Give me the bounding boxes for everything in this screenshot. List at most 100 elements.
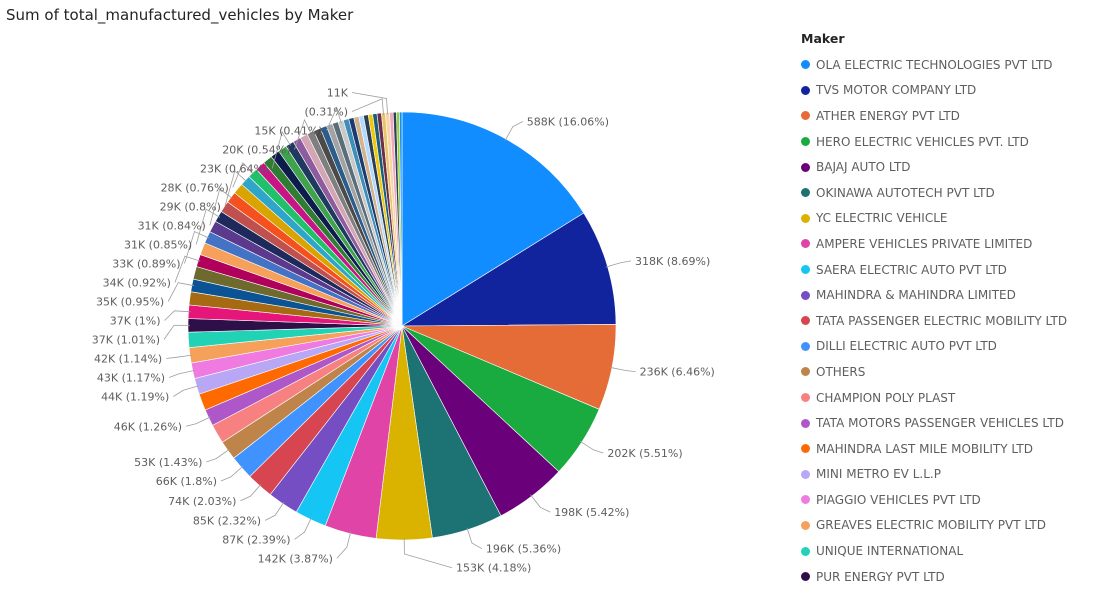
legend-title: Maker (801, 31, 845, 46)
label-leader-line (504, 121, 523, 141)
label-leader-line (224, 170, 247, 207)
label-leader-line (173, 385, 199, 397)
pie-slice[interactable] (399, 111, 403, 327)
pie-data-label: 28K (0.76%) (161, 182, 229, 195)
legend-label: SAERA ELECTRIC AUTO PVT LTD (816, 262, 1007, 277)
legend-item[interactable]: DILLI ELECTRIC AUTO PVT LTD (801, 334, 1101, 360)
legend-label: ATHER ENERGY PVT LTD (816, 108, 960, 123)
legend-item[interactable]: TVS MOTOR COMPANY LTD (801, 78, 1101, 104)
pie-data-label: 15K (0.41%) (254, 125, 322, 138)
legend-item[interactable]: GREAVES ELECTRIC MOBILITY PVT LTD (801, 513, 1101, 539)
label-leader-line (163, 324, 191, 340)
legend-color-dot (801, 469, 810, 479)
label-leader-line (609, 366, 636, 372)
legend-color-dot (801, 290, 810, 300)
legend-color-dot (801, 60, 810, 70)
legend-color-dot (801, 316, 810, 326)
pie-data-label: 35K (0.95%) (96, 296, 164, 309)
legend-item[interactable]: MAHINDRA & MAHINDRA LIMITED (801, 282, 1101, 308)
label-leader-line (351, 98, 384, 115)
legend-item[interactable]: UNIQUE INTERNATIONAL (801, 538, 1101, 564)
legend-item[interactable]: HERO ELECTRIC VEHICLES PVT. LTD (801, 129, 1101, 155)
pie-data-labels: 588K (16.06%) 318K (8.69%) 236K (6.46%) 202… (92, 87, 715, 575)
legend-label: OKINAWA AUTOTECH PVT LTD (816, 185, 995, 200)
legend-color-dot (801, 239, 810, 249)
chart-title: Sum of total_manufactured_vehicles by Ma… (6, 6, 354, 24)
label-leader-line (271, 131, 291, 169)
legend-item[interactable]: AMPERE VEHICLES PRIVATE LIMITED (801, 231, 1101, 257)
legend-color-dot (801, 85, 810, 95)
pie-data-label: 87K (2.39%) (222, 533, 290, 546)
legend-label: OLA ELECTRIC TECHNOLOGIES PVT LTD (816, 57, 1053, 72)
pie-data-label: 31K (0.85%) (124, 239, 192, 252)
legend-color-dot (801, 572, 810, 582)
label-leader-line (605, 260, 632, 268)
pie-data-label: 153K (4.18%) (456, 562, 531, 575)
label-leader-line (264, 501, 285, 521)
legend-label: OTHERS (816, 364, 866, 379)
label-leader-line (195, 208, 221, 245)
label-leader-line (168, 370, 195, 378)
legend-item[interactable]: PUR ENERGY PVT LTD (801, 564, 1101, 590)
pie-chart: 588K (16.06%) 318K (8.69%) 236K (6.46%) 202… (92, 87, 715, 575)
label-leader-line (232, 162, 255, 188)
pie-data-label: 11K (327, 87, 349, 100)
pie-data-label: 20K (0.54%) (222, 144, 290, 157)
pie-data-label: 202K (5.51%) (607, 447, 682, 460)
label-leader-line (530, 494, 551, 513)
legend-item[interactable]: ATHER ENERGY PVT LTD (801, 103, 1101, 129)
legend-item[interactable]: OLA ELECTRIC TECHNOLOGIES PVT LTD (801, 52, 1101, 78)
legend-item[interactable]: MINI METRO EV L.L.P (801, 462, 1101, 488)
label-leader-line (185, 416, 211, 427)
legend-color-dot (801, 418, 810, 428)
legend-color-dot (801, 162, 810, 172)
legend-label: MAHINDRA & MAHINDRA LIMITED (816, 288, 1016, 303)
legend-color-dot (801, 111, 810, 121)
legend-label: DILLI ELECTRIC AUTO PVT LTD (816, 339, 997, 354)
pie-data-label: 23K (0.64%) (200, 163, 268, 176)
label-leader-line (166, 354, 193, 359)
pie-data-label: 37K (1.01%) (92, 334, 160, 347)
label-leader-line (294, 517, 312, 540)
legend-color-dot (801, 495, 810, 505)
pie-label-leaders (163, 92, 636, 569)
legend-item[interactable]: BAJAJ AUTO LTD (801, 154, 1101, 180)
legend-item[interactable]: CHAMPION POLY PLAST (801, 385, 1101, 411)
pie-data-label: 44K (1.19%) (101, 391, 169, 404)
legend-item[interactable]: TATA MOTORS PASSENGER VEHICLES LTD (801, 410, 1101, 436)
pie-data-label: 318K (8.69%) (635, 255, 710, 268)
legend-item[interactable]: OTHERS (801, 359, 1101, 385)
legend-label: YC ELECTRIC VEHICLE (816, 211, 948, 226)
legend-item[interactable]: MAHINDRA LAST MILE MOBILITY LTD (801, 436, 1101, 462)
pie-data-label: 142K (3.87%) (258, 552, 333, 565)
legend-color-dot (801, 546, 810, 556)
legend-item[interactable]: TATA PASSENGER ELECTRIC MOBILITY LTD (801, 308, 1101, 334)
pie-slices (187, 111, 617, 541)
pie-data-label: 236K (6.46%) (640, 366, 715, 379)
legend-item[interactable]: OKINAWA AUTOTECH PVT LTD (801, 180, 1101, 206)
label-leader-line (164, 310, 191, 321)
label-leader-line (466, 527, 483, 550)
legend-label: UNIQUE INTERNATIONAL (816, 544, 964, 559)
legend-label: AMPERE VEHICLES PRIVATE LIMITED (816, 236, 1033, 251)
legend-item[interactable]: SAERA ELECTRIC AUTO PVT LTD (801, 257, 1101, 283)
legend-item[interactable]: YC ELECTRIC VEHICLE (801, 206, 1101, 232)
legend-label: PUR ENERGY PVT LTD (816, 569, 945, 584)
legend-label: PIAGGIO VEHICLES PVT LTD (816, 492, 981, 507)
label-leader-line (240, 484, 262, 502)
label-leader-line (167, 282, 194, 302)
pie-data-label: 66K (1.8%) (156, 475, 217, 488)
legend-color-dot (801, 213, 810, 223)
pie-data-label: 46K (1.26%) (114, 420, 182, 433)
legend-color-dot (801, 265, 810, 275)
legend-color-dot (801, 444, 810, 454)
pie-data-label: 34K (0.92%) (103, 277, 171, 290)
pie-data-label: 198K (5.42%) (554, 506, 629, 519)
legend-color-dot (801, 188, 810, 198)
legend: Maker OLA ELECTRIC TECHNOLOGIES PVT LTD T… (801, 30, 1101, 589)
pie-data-label: 53K (1.43%) (134, 456, 202, 469)
legend-item[interactable]: PIAGGIO VEHICLES PVT LTD (801, 487, 1101, 513)
legend-color-dot (801, 137, 810, 147)
legend-label: HERO ELECTRIC VEHICLES PVT. LTD (816, 134, 1029, 149)
label-leader-line (174, 255, 201, 283)
